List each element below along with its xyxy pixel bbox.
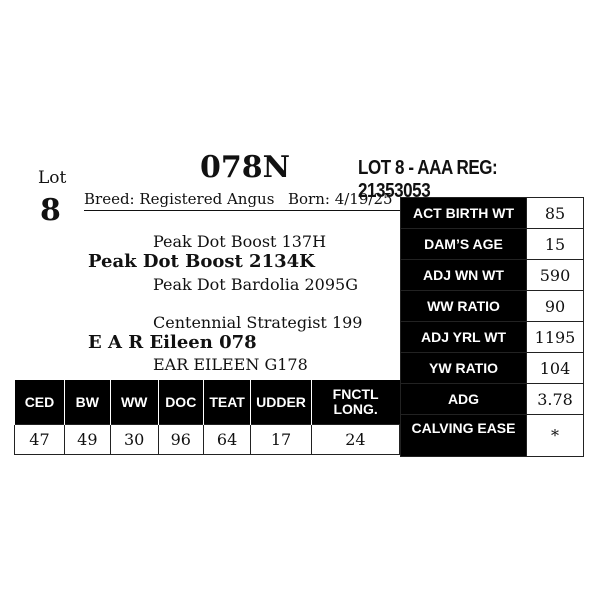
born-date: Born: 4/19/25: [288, 190, 393, 208]
epd-header: WW: [109, 380, 159, 425]
row-value: 1195: [526, 321, 584, 353]
epd-header: FNCTL LONG.: [310, 380, 400, 425]
sire-dam: Peak Dot Bardolia 2095G: [153, 275, 358, 294]
epd-table: CED BW WW DOC TEAT UDDER FNCTL LONG. 47 …: [14, 380, 401, 455]
table-row: ACT BIRTH WT 85: [400, 197, 584, 229]
row-label: ADJ YRL WT: [400, 321, 527, 353]
table-row: ADJ YRL WT 1195: [400, 321, 584, 353]
tag-number: 078N: [199, 150, 291, 185]
epd-value: 30: [109, 424, 159, 455]
epd-header: CED: [14, 380, 65, 425]
epd-value-row: 47 49 30 96 64 17 24: [14, 424, 401, 455]
table-row: DAM’S AGE 15: [400, 228, 584, 260]
dam-dam: EAR EILEEN G178: [153, 355, 308, 374]
row-label: DAM’S AGE: [400, 228, 527, 260]
epd-value: 96: [157, 424, 204, 455]
table-row: YW RATIO 104: [400, 352, 584, 384]
lot-label: Lot: [38, 168, 67, 188]
epd-value: 17: [250, 424, 312, 455]
registration: LOT 8 - AAA REG: 21353053: [358, 157, 498, 202]
row-label: ADJ WN WT: [400, 259, 527, 291]
breed: Breed: Registered Angus: [84, 190, 404, 211]
performance-table: ACT BIRTH WT 85 DAM’S AGE 15 ADJ WN WT 590 …: [400, 197, 584, 457]
row-value: 3.78: [526, 383, 584, 415]
row-value: 104: [526, 352, 584, 384]
row-label: WW RATIO: [400, 290, 527, 322]
row-label: ACT BIRTH WT: [400, 197, 527, 229]
row-value: *: [526, 414, 584, 457]
lot-number: 8: [40, 193, 61, 228]
row-value: 15: [526, 228, 584, 260]
epd-header: BW: [63, 380, 111, 425]
epd-value: 47: [14, 424, 65, 455]
epd-header: TEAT: [202, 380, 251, 425]
epd-value: 49: [63, 424, 111, 455]
row-value: 590: [526, 259, 584, 291]
dam-sire: Centennial Strategist 199: [153, 313, 363, 332]
epd-header-row: CED BW WW DOC TEAT UDDER FNCTL LONG.: [14, 380, 400, 425]
row-label: YW RATIO: [400, 352, 527, 384]
table-row: CALVING EASE *: [400, 414, 584, 457]
dam: E A R Eileen 078: [88, 332, 257, 353]
row-value: 85: [526, 197, 584, 229]
table-row: WW RATIO 90: [400, 290, 584, 322]
row-label: ADG: [400, 383, 527, 415]
row-value: 90: [526, 290, 584, 322]
epd-value: 64: [202, 424, 252, 455]
row-label: CALVING EASE: [400, 414, 527, 457]
sire-sire: Peak Dot Boost 137H: [153, 232, 327, 251]
epd-value: 24: [310, 424, 401, 455]
table-row: ADJ WN WT 590: [400, 259, 584, 291]
epd-header: DOC: [157, 380, 204, 425]
table-row: ADG 3.78: [400, 383, 584, 415]
epd-header: UDDER: [250, 380, 312, 425]
sire: Peak Dot Boost 2134K: [88, 251, 315, 272]
